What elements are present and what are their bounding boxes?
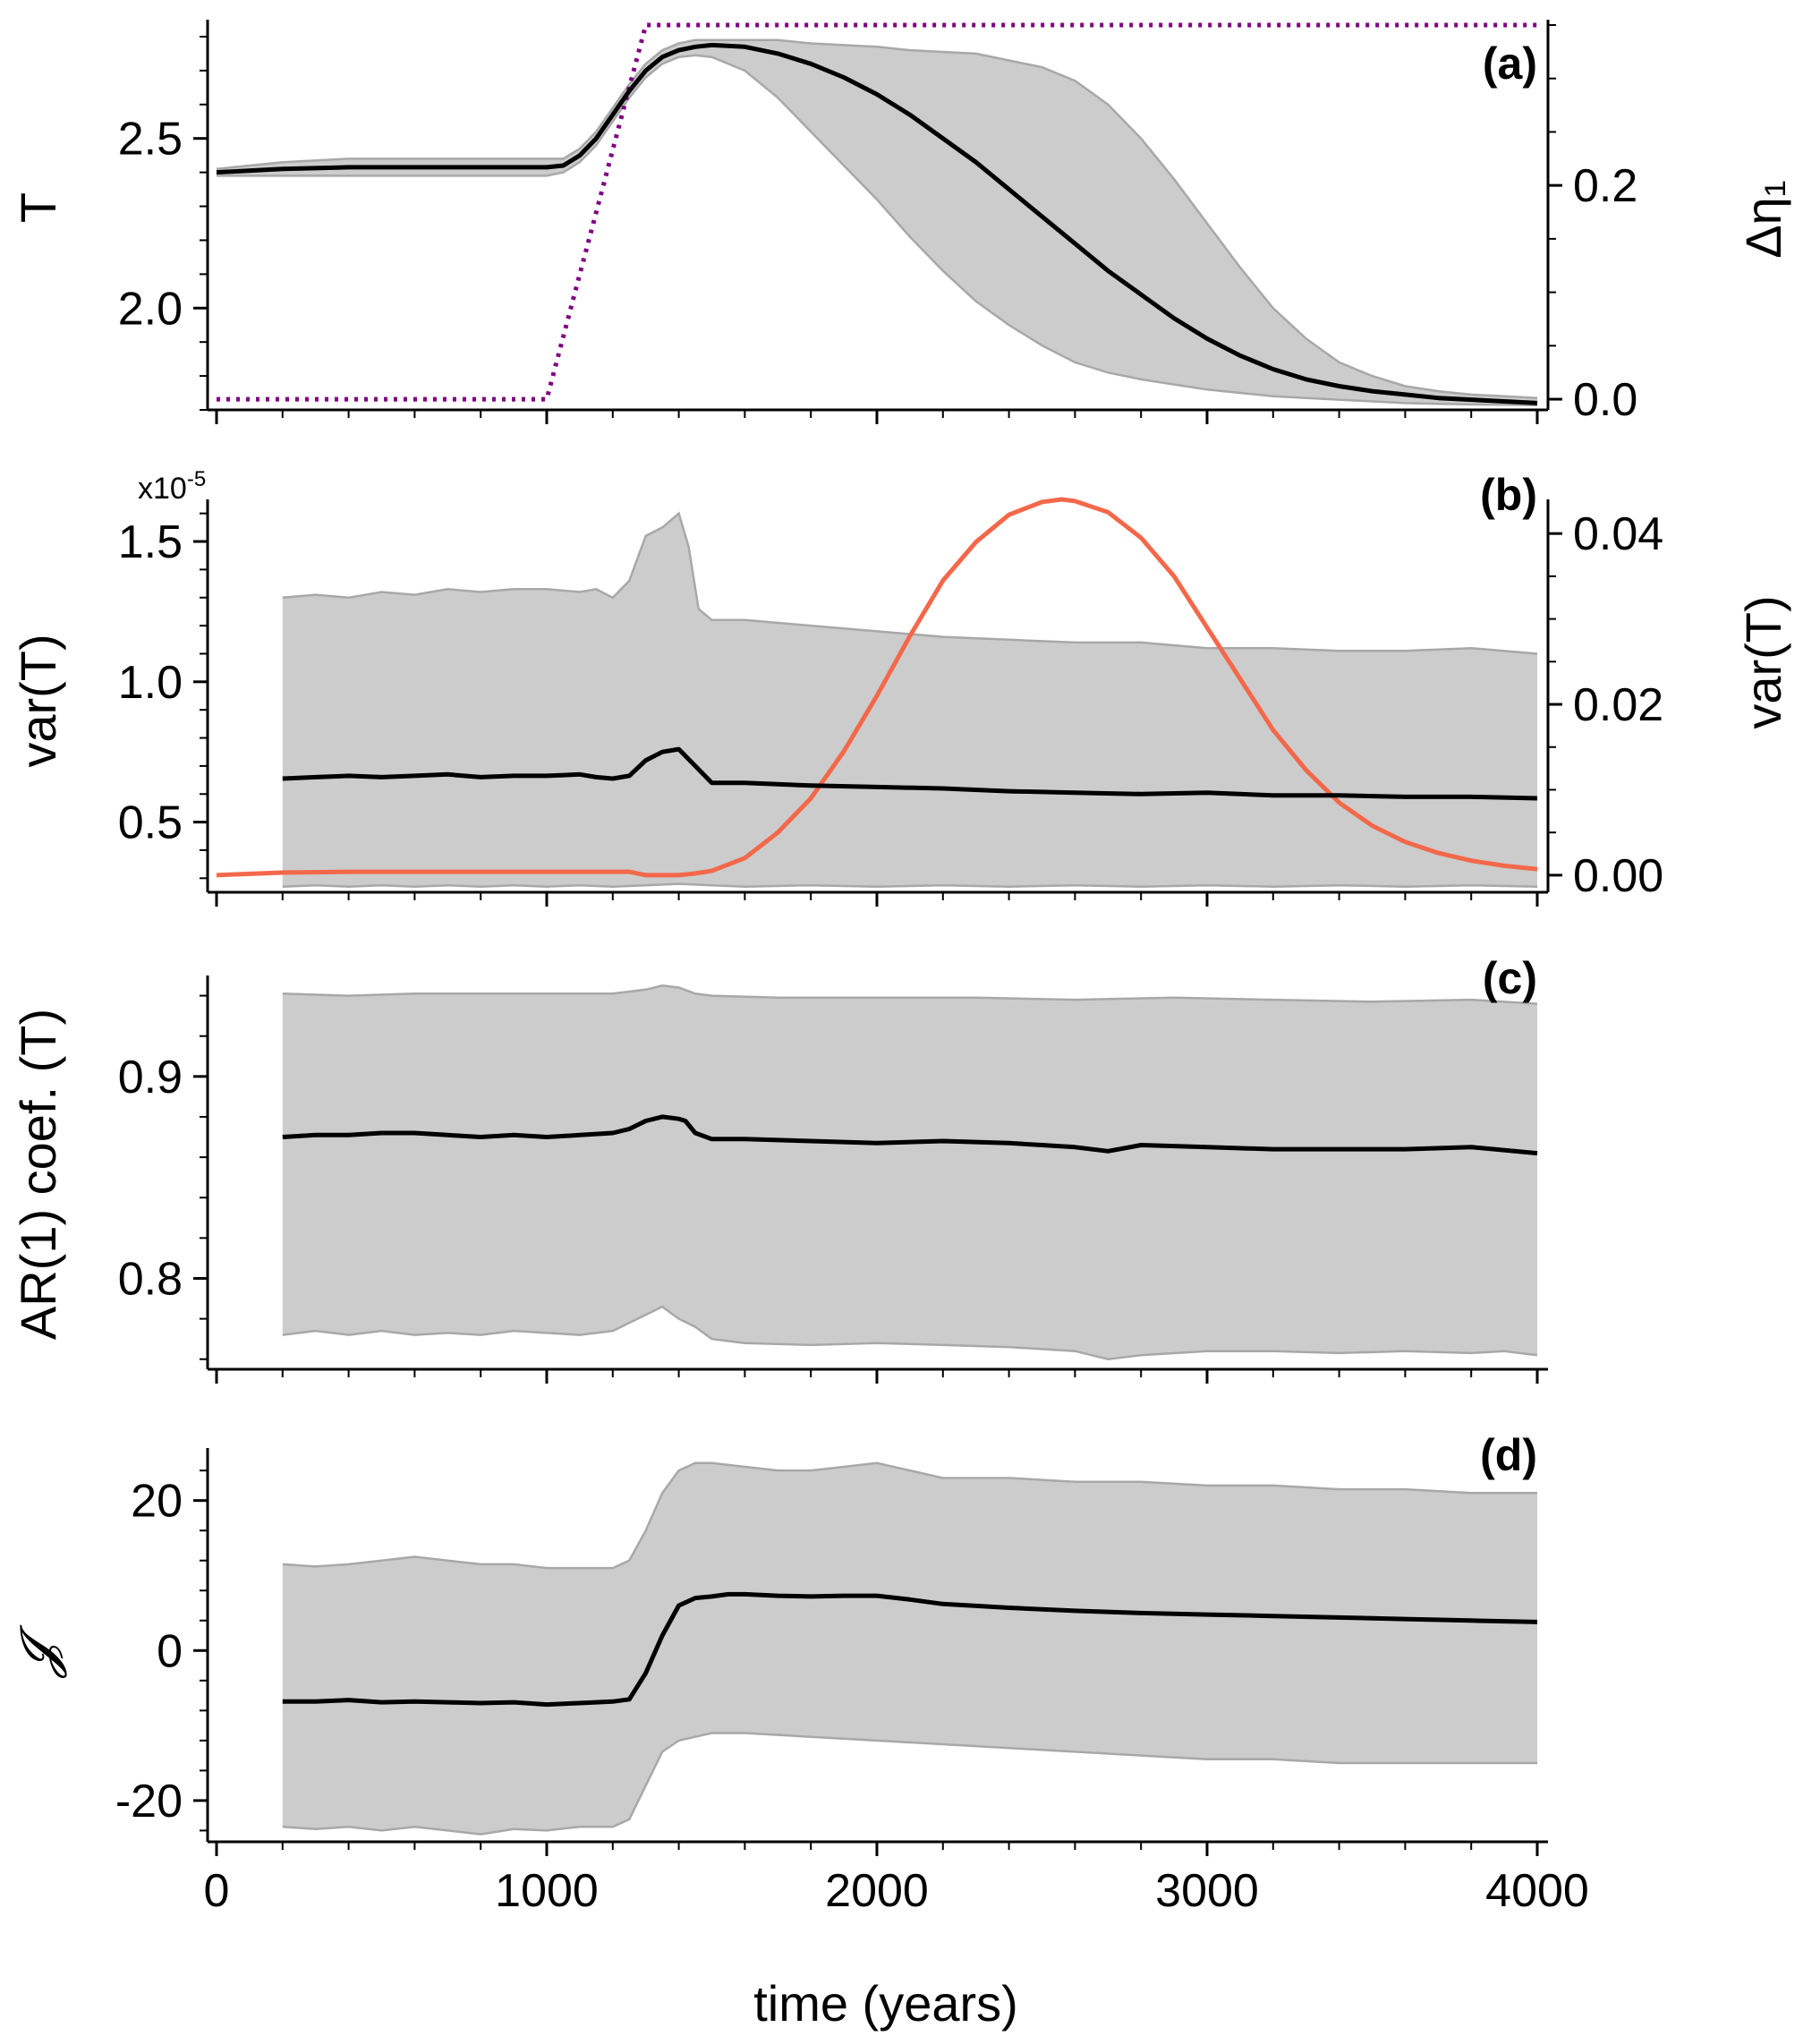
panel-a: 0.0 0.2 2.0 2.5 (a) T Δη₁ — [10, 20, 1791, 426]
right-y-tick-label: 0.00 — [1573, 850, 1663, 902]
left-y-tick-label: 0 — [157, 1625, 183, 1677]
panel-c: 0.8 0.9 (c) AR(1) coef. (T) — [10, 953, 1548, 1384]
panel-b-right-ylabel: var(T) — [1735, 595, 1791, 728]
panel-a-right-ylabel: Δη₁ — [1735, 180, 1791, 258]
x-tick-label: 2000 — [825, 1865, 929, 1917]
panel-b-exponent: x10-5 — [138, 467, 206, 506]
panel-b-lines — [216, 497, 1538, 878]
right-y-tick-label: 0.0 — [1573, 374, 1637, 426]
x-axis-title: time (years) — [753, 1975, 1018, 2032]
left-y-tick-label: 2.5 — [118, 114, 183, 166]
panel-b-bands — [282, 511, 1538, 888]
panel-d-bands — [282, 1461, 1537, 1836]
left-y-tick-label: 1.5 — [118, 516, 183, 568]
panel-c-lines — [282, 1114, 1538, 1156]
panel-b-label: (b) — [1480, 470, 1537, 520]
panel-d-mean-line — [282, 1591, 1538, 1708]
panel-b-ylabel: var(T) — [10, 634, 66, 767]
panel-a-band-lower-edge — [217, 54, 1538, 406]
left-y-tick-label: 0.5 — [118, 797, 183, 849]
panel-a-ylabel: T — [10, 192, 66, 223]
left-y-tick-label: 0.8 — [118, 1253, 183, 1305]
right-y-tick-label: 0.02 — [1573, 679, 1663, 731]
panel-d-band-lower-edge — [282, 1732, 1537, 1836]
panel-d: -20 0 20 (d) 𝓙 — [10, 1430, 1548, 1856]
panel-a-confidence-band — [217, 39, 1537, 405]
panel-d-lines — [282, 1591, 1538, 1708]
left-y-tick-label: 0.9 — [118, 1052, 183, 1103]
panel-a-axes: 0.0 0.2 2.0 2.5 — [118, 20, 1637, 426]
panel-b-band-upper-edge — [282, 511, 1538, 655]
left-y-tick-label: -20 — [115, 1776, 183, 1827]
x-tick-label: 0 — [204, 1865, 230, 1917]
panel-d-label: (d) — [1480, 1430, 1537, 1480]
panel-b-variance-line — [216, 497, 1538, 878]
left-y-tick-label: 1.0 — [118, 657, 183, 709]
panel-d-axes: -20 0 20 — [115, 1448, 1548, 1856]
panel-c-mean-line — [282, 1114, 1538, 1156]
panel-b-confidence-band — [282, 513, 1537, 887]
panel-c-band-lower-edge — [282, 1305, 1538, 1360]
panel-c-label: (c) — [1483, 953, 1537, 1003]
panel-a-bands — [216, 38, 1538, 406]
panel-c-axes: 0.8 0.9 — [118, 975, 1548, 1384]
x-tick-label: 1000 — [495, 1865, 599, 1917]
right-y-tick-label: 0.2 — [1573, 160, 1637, 212]
panel-c-ylabel: AR(1) coef. (T) — [10, 1009, 66, 1340]
left-y-tick-label: 2.0 — [118, 283, 183, 335]
panel-b-axes: 0.00 0.02 0.04 0.5 1.0 1.5 — [118, 499, 1663, 907]
panel-c-band-upper-edge — [282, 984, 1538, 1005]
panel-a-lines — [216, 22, 1538, 405]
x-axis: 0 1000 2000 3000 4000 time (years) — [204, 1865, 1589, 2032]
left-y-tick-label: 20 — [131, 1476, 183, 1528]
panel-d-band-upper-edge — [282, 1461, 1537, 1570]
right-y-tick-label: 0.04 — [1573, 508, 1663, 560]
panel-a-label: (a) — [1483, 38, 1537, 89]
panel-a-forcing-line — [217, 22, 1537, 402]
panel-b-mean-line — [282, 746, 1538, 801]
panel-c-bands — [282, 984, 1538, 1360]
panel-b: 0.00 0.02 0.04 0.5 1.0 1.5 (b) x10-5 var(T) v… — [10, 467, 1791, 907]
panel-c-confidence-band — [282, 985, 1537, 1359]
x-tick-labels: 0 1000 2000 3000 4000 — [204, 1865, 1589, 1917]
panel-b-band-lower-edge — [282, 882, 1538, 888]
x-tick-label: 4000 — [1485, 1865, 1589, 1917]
panel-a-mean-line — [216, 42, 1538, 405]
x-tick-label: 3000 — [1155, 1865, 1259, 1917]
panel-d-ylabel: 𝓙 — [10, 1624, 67, 1679]
panel-d-confidence-band — [282, 1462, 1537, 1835]
panel-a-band-upper-edge — [216, 38, 1538, 399]
